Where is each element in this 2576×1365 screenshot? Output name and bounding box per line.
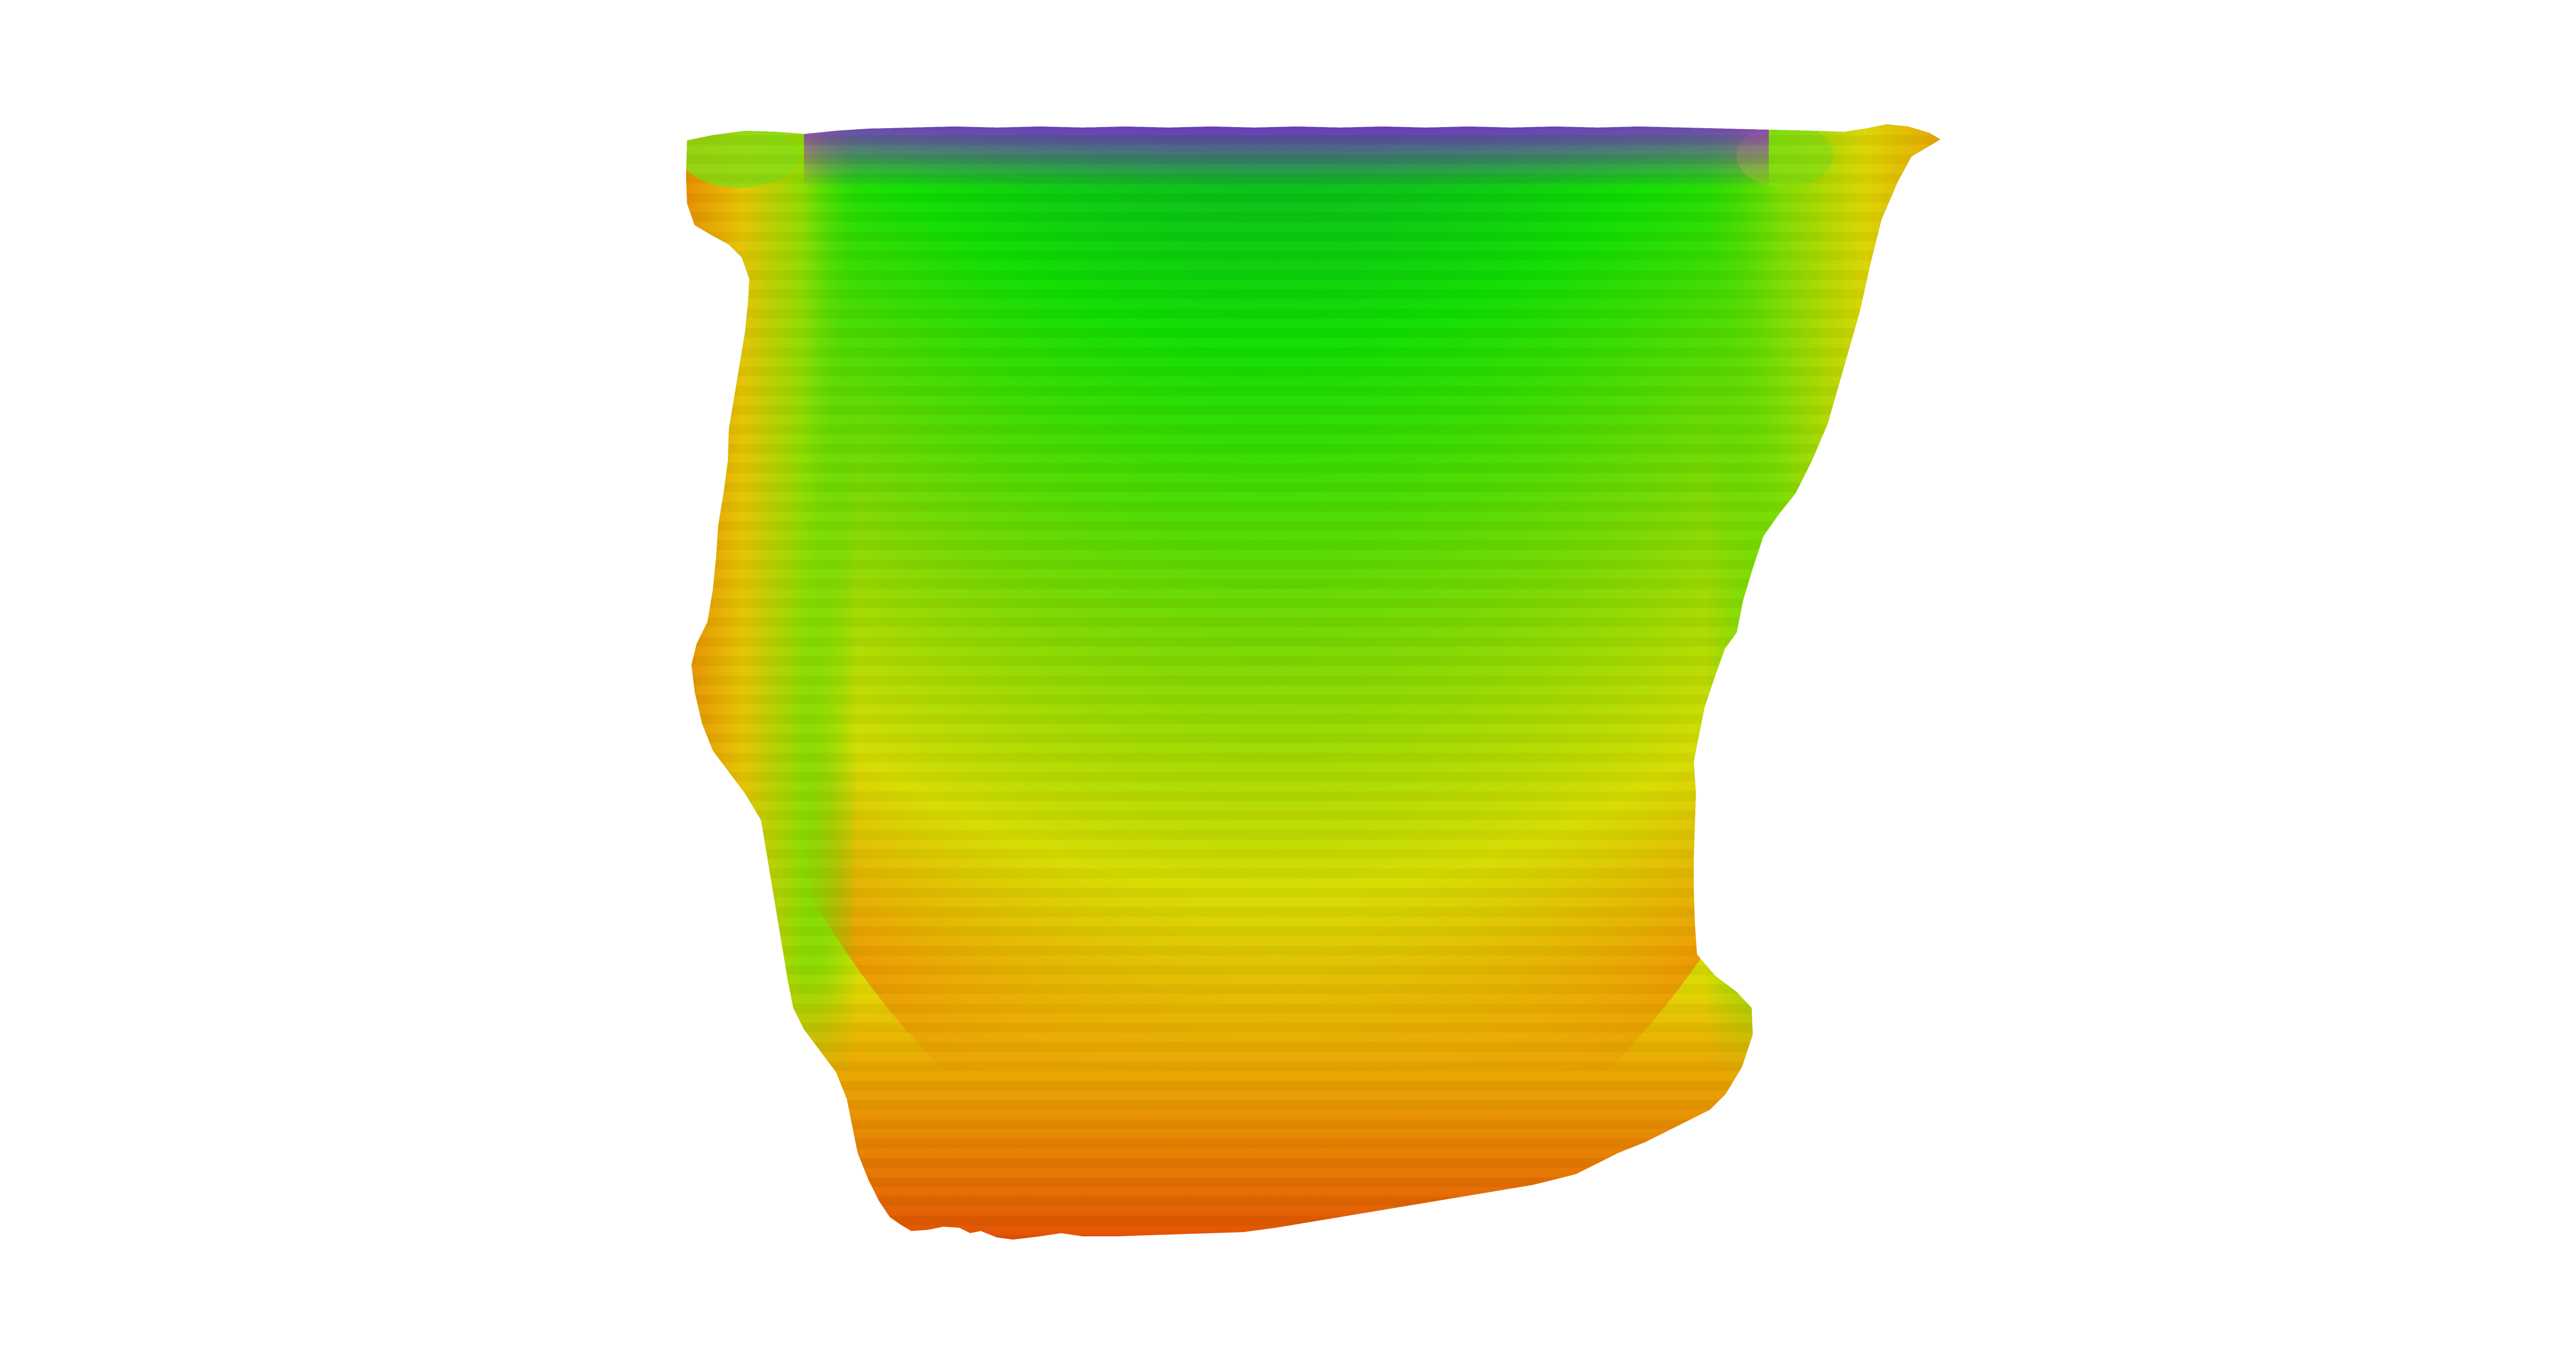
surface-fill	[686, 124, 1940, 1240]
